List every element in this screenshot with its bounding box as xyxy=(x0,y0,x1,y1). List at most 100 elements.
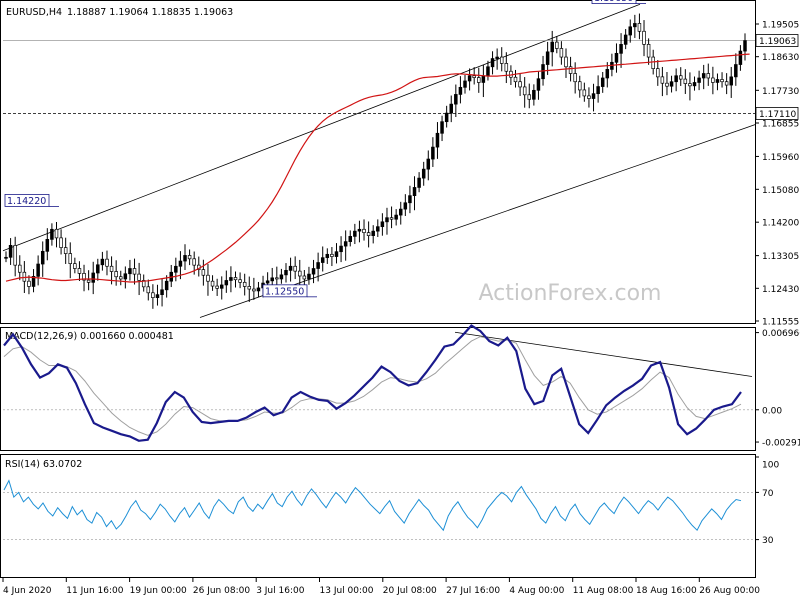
candle-body xyxy=(164,280,169,291)
candle xyxy=(178,251,183,280)
x-axis-tick-label: 4 Aug 00:00 xyxy=(509,586,564,596)
candle-body xyxy=(738,50,743,65)
candle-body xyxy=(472,75,476,78)
rsi-axis-tick-label: 70 xyxy=(762,489,774,499)
candle xyxy=(288,257,293,282)
candle-body xyxy=(678,75,683,80)
candle-body xyxy=(114,271,118,278)
candle xyxy=(114,260,118,286)
candle xyxy=(582,82,587,102)
candle-body xyxy=(564,56,568,68)
candle-body xyxy=(642,30,646,45)
candle xyxy=(527,83,532,109)
candle xyxy=(555,36,559,54)
candle-body xyxy=(128,268,132,275)
candle-body xyxy=(59,237,63,248)
candle xyxy=(596,75,600,103)
macd-layer xyxy=(3,324,755,442)
rsi-line xyxy=(3,479,742,532)
candle-body xyxy=(160,289,164,296)
candle-body xyxy=(353,230,357,237)
candle xyxy=(467,68,472,91)
candle-body xyxy=(219,284,224,289)
candle xyxy=(320,246,325,272)
candle-body xyxy=(91,272,95,283)
candle xyxy=(633,14,637,38)
candle-body xyxy=(123,273,128,280)
candle xyxy=(229,266,233,293)
candle-body xyxy=(674,75,678,83)
candle-body xyxy=(298,270,302,277)
level-box xyxy=(755,107,799,120)
rsi-axis-tick-label: 30 xyxy=(762,536,774,546)
candle-body xyxy=(183,255,187,262)
candle-body xyxy=(582,89,587,97)
candle-body xyxy=(431,146,435,160)
candle xyxy=(8,238,13,265)
candle xyxy=(669,75,674,93)
candle-body xyxy=(711,77,715,83)
candle xyxy=(421,161,426,186)
candle xyxy=(701,64,706,90)
price-axis-tick-label: 1.15080 xyxy=(762,186,799,196)
candle-body xyxy=(343,241,348,247)
candle-body xyxy=(311,268,316,275)
price-axis-tick-label: 1.12430 xyxy=(762,285,799,295)
candle xyxy=(284,263,288,283)
candle-body xyxy=(366,232,371,236)
macd-signal-line xyxy=(3,336,742,436)
candle xyxy=(426,150,431,181)
candle xyxy=(398,201,403,225)
price-axis-tick-label: 1.13305 xyxy=(762,252,799,262)
candle xyxy=(715,73,720,91)
candle-body xyxy=(665,82,669,87)
candle xyxy=(151,284,155,309)
candle-body xyxy=(174,265,178,273)
candle xyxy=(206,264,210,296)
candle-body xyxy=(385,217,389,223)
rsi-axis-tick-label: 100 xyxy=(762,461,779,471)
candle-body xyxy=(13,244,17,266)
candle xyxy=(18,255,22,281)
candle xyxy=(160,278,164,307)
candle-body xyxy=(463,80,467,88)
candle-body xyxy=(403,202,408,210)
candle-body xyxy=(105,258,109,267)
candle-body xyxy=(339,245,343,253)
candle xyxy=(27,275,31,295)
candle-body xyxy=(330,253,334,257)
candle xyxy=(146,279,151,301)
candle-body xyxy=(229,277,233,281)
macd-axis-tick-label: 0.00 xyxy=(762,406,782,416)
candle-body xyxy=(417,177,421,188)
candle-body xyxy=(720,79,724,83)
price-annotation-label: 1.12550 xyxy=(265,286,304,297)
candle xyxy=(91,261,95,295)
candle xyxy=(683,69,688,94)
candle xyxy=(96,258,100,281)
candle xyxy=(50,223,54,246)
price-axis-tick-label: 1.11555 xyxy=(762,318,799,328)
candle-body xyxy=(715,79,720,83)
candle xyxy=(646,38,651,65)
candle xyxy=(711,66,715,95)
candle-body xyxy=(541,64,545,80)
candle-body xyxy=(559,48,564,58)
candle-body xyxy=(155,294,160,299)
candle xyxy=(155,284,160,306)
axis-layer: 1.19505 1.18630 1.17730 1.16855 1.15960 1.150… xyxy=(2,21,800,596)
candle-body xyxy=(357,228,362,232)
candle-body xyxy=(22,271,27,282)
current-price-box xyxy=(755,34,799,47)
candle-body xyxy=(18,264,22,273)
candle-body xyxy=(293,265,297,272)
candle-body xyxy=(27,280,31,287)
candle xyxy=(665,72,669,96)
candle-body xyxy=(77,268,82,274)
candle-body xyxy=(651,56,655,69)
candle xyxy=(380,213,385,236)
macd-axis-tick-label: -0.002913 xyxy=(762,439,800,449)
candle xyxy=(642,20,646,57)
candle xyxy=(132,258,137,285)
